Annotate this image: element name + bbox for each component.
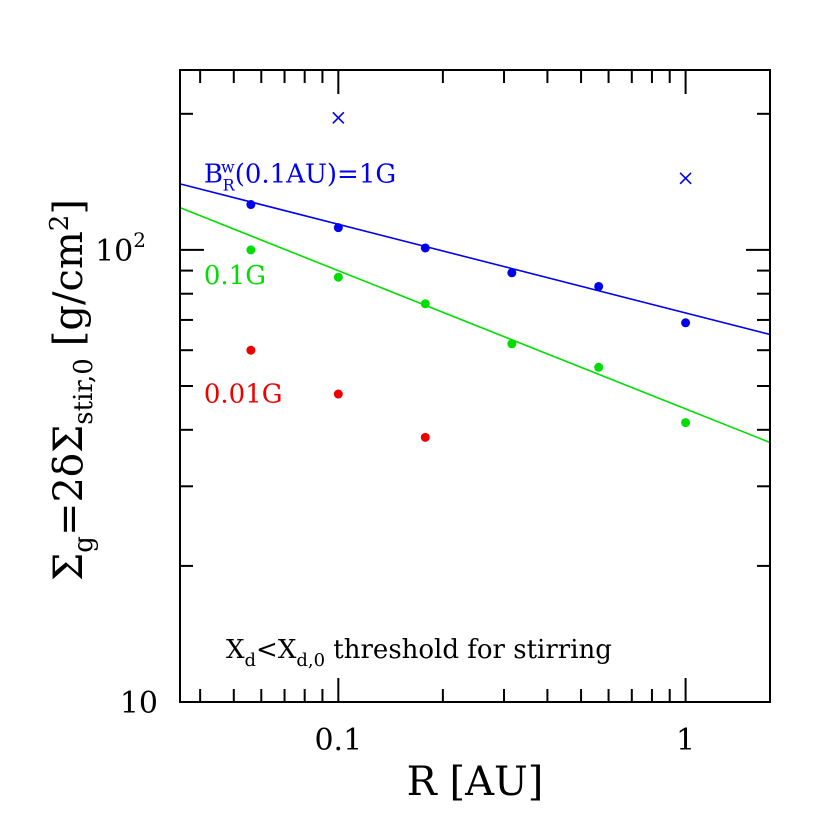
- data-point-series-0-1: [333, 223, 343, 233]
- x-tick-label-0.1: 0.1: [314, 723, 362, 758]
- data-point-series-1-3: [507, 339, 517, 349]
- fit-lines: [179, 183, 771, 444]
- data-point-series-0-4: [594, 281, 604, 291]
- axis-ticks: [180, 70, 770, 703]
- series-label-1G: Bw R(0.1AU)=1G: [204, 157, 396, 194]
- cross-marker-0: [332, 111, 345, 124]
- plot-frame: [179, 69, 771, 703]
- fit-line-series-1: [179, 206, 771, 444]
- cross-marker-1: [679, 172, 692, 185]
- y-tick-label-100: 102: [95, 228, 146, 269]
- data-point-series-2-1: [333, 389, 343, 399]
- data-point-series-1-5: [681, 418, 691, 428]
- fit-line-series-0: [179, 183, 771, 336]
- threshold-annotation: Xd<Xd,0 threshold for stirring: [226, 635, 612, 671]
- series-label-0.01G: 0.01G: [204, 379, 283, 409]
- data-point-series-1-0: [246, 245, 256, 255]
- data-point-series-0-3: [507, 268, 517, 278]
- data-point-series-0-0: [246, 200, 256, 210]
- data-point-series-1-4: [594, 362, 604, 372]
- data-point-series-1-2: [420, 299, 430, 309]
- data-point-series-2-0: [246, 345, 256, 355]
- y-axis-title: Σg=2δΣstir,0[g/cm2]: [45, 199, 99, 581]
- data-point-series-1-1: [333, 272, 343, 282]
- cross-stroke-b: [332, 111, 345, 124]
- series-label-0.1G: 0.1G: [204, 261, 266, 291]
- data-point-series-0-5: [681, 318, 691, 328]
- data-points: [246, 111, 692, 442]
- y-tick-label-10: 10: [120, 686, 158, 721]
- data-point-series-0-2: [420, 243, 430, 253]
- x-axis-title: R [AU]: [407, 759, 544, 805]
- cross-stroke-b: [679, 172, 692, 185]
- data-point-series-2-2: [420, 432, 430, 442]
- x-tick-label-1: 1: [676, 723, 695, 758]
